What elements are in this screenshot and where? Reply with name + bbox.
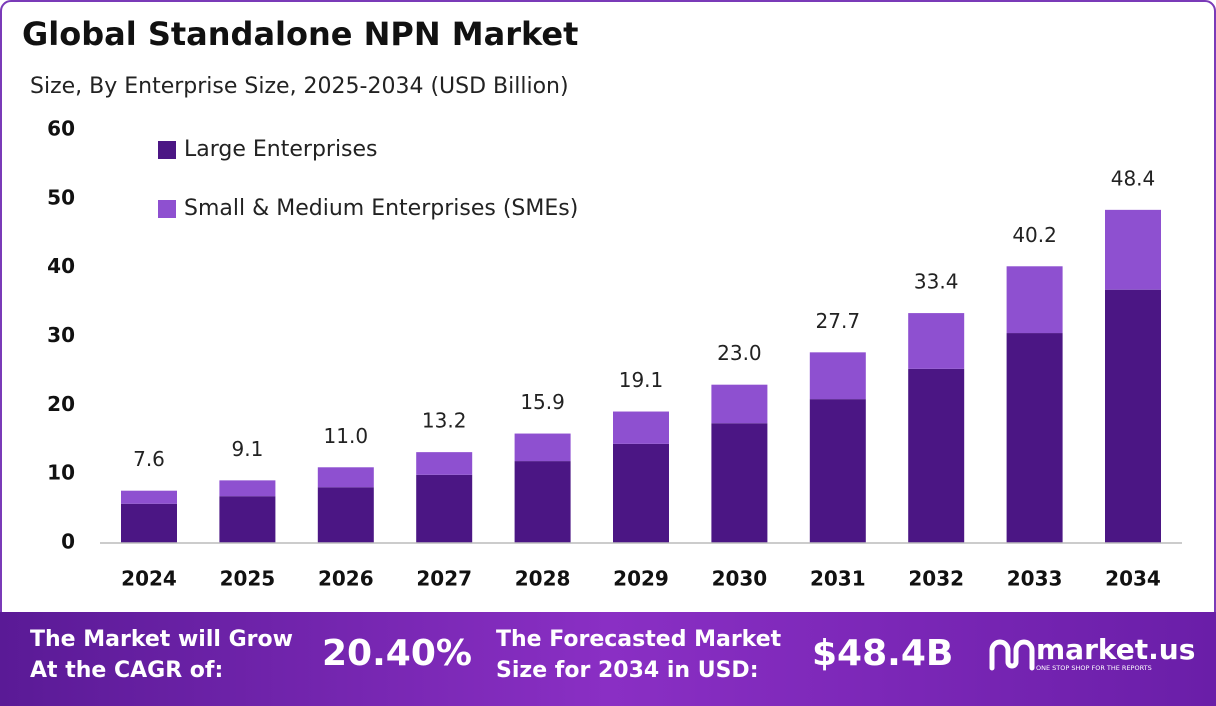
bar-segment	[908, 368, 965, 543]
total-label: 19.1	[619, 368, 664, 392]
bar-segment	[908, 313, 965, 369]
forecast-value: $48.4B	[812, 633, 953, 674]
x-tick-label: 2026	[318, 567, 374, 591]
bar-segment	[1006, 333, 1063, 543]
bar-segment	[219, 480, 276, 497]
total-label: 7.6	[133, 447, 165, 471]
cagr-text: At the CAGR of:	[30, 658, 223, 683]
legend-label: Large Enterprises	[184, 137, 378, 162]
y-tick-label: 10	[47, 461, 75, 485]
chart-subtitle: Size, By Enterprise Size, 2025-2034 (USD…	[30, 74, 569, 99]
bar-segment	[1105, 209, 1161, 290]
forecast-text: Size for 2034 in USD:	[496, 658, 759, 683]
x-tick-label: 2032	[908, 567, 964, 591]
legend-swatch	[158, 200, 176, 218]
x-tick-label: 2029	[613, 567, 669, 591]
total-label: 33.4	[914, 270, 959, 294]
total-label: 23.0	[717, 341, 762, 365]
brand: market.us	[1036, 633, 1195, 666]
bar-segment	[613, 443, 669, 543]
y-tick-label: 60	[47, 117, 75, 141]
footer-banner	[0, 612, 1216, 706]
x-tick-label: 2024	[121, 567, 177, 591]
total-label: 13.2	[422, 409, 467, 433]
bar-segment	[809, 399, 866, 543]
bar-segment	[514, 433, 571, 462]
bar-segment	[1006, 266, 1063, 334]
total-label: 40.2	[1012, 223, 1057, 247]
bar-segment	[416, 474, 473, 543]
y-tick-label: 40	[47, 254, 75, 278]
x-tick-label: 2030	[712, 567, 768, 591]
total-label: 48.4	[1111, 166, 1156, 190]
x-tick-label: 2028	[515, 567, 571, 591]
y-tick-label: 50	[47, 185, 75, 209]
bar-segment	[121, 503, 177, 543]
bar-segment	[121, 490, 177, 504]
total-label: 27.7	[816, 309, 861, 333]
x-tick-label: 2031	[810, 567, 866, 591]
bar-segment	[1105, 289, 1161, 543]
cagr-value: 20.40%	[322, 633, 472, 674]
chart-title: Global Standalone NPN Market	[22, 15, 578, 53]
bar-segment	[711, 423, 768, 543]
y-tick-label: 20	[47, 392, 75, 416]
x-tick-label: 2034	[1105, 567, 1161, 591]
bar-segment	[711, 384, 768, 424]
total-label: 15.9	[520, 390, 565, 414]
bar-segment	[416, 452, 473, 475]
bar-segment	[219, 496, 276, 543]
total-label: 11.0	[324, 424, 369, 448]
brand-tagline: ONE STOP SHOP FOR THE REPORTS	[1036, 664, 1152, 672]
x-tick-label: 2033	[1007, 567, 1063, 591]
y-tick-label: 0	[61, 530, 75, 554]
bar-segment	[809, 352, 866, 400]
bar-segment	[317, 467, 374, 488]
y-tick-label: 30	[47, 323, 75, 347]
bar-segment	[317, 487, 374, 543]
brand-logo	[989, 639, 1035, 671]
cagr-text: The Market will Grow	[30, 627, 293, 652]
legend-label: Small & Medium Enterprises (SMEs)	[184, 196, 578, 221]
footer: The Market will Grow At the CAGR of: 20.…	[30, 627, 1195, 683]
x-tick-label: 2025	[220, 567, 276, 591]
legend-swatch	[158, 141, 176, 159]
bar-segment	[613, 411, 669, 444]
x-tick-label: 2027	[416, 567, 472, 591]
total-label: 9.1	[231, 437, 263, 461]
forecast-text: The Forecasted Market	[496, 627, 782, 652]
bar-segment	[514, 461, 571, 543]
